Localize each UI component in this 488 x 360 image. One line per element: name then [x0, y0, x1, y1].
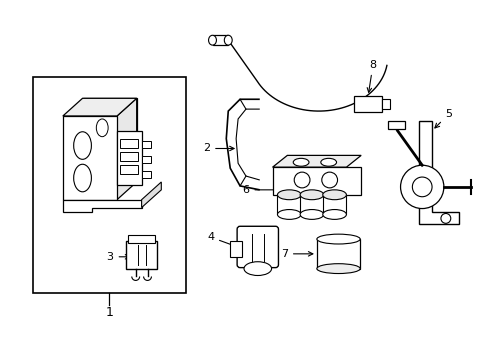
Ellipse shape — [74, 164, 91, 192]
Text: 8: 8 — [366, 60, 376, 93]
Polygon shape — [63, 116, 117, 200]
Circle shape — [294, 172, 309, 188]
Circle shape — [440, 213, 450, 223]
Bar — [127, 235, 155, 243]
Text: 6: 6 — [242, 185, 278, 195]
Text: 5: 5 — [434, 109, 451, 128]
Ellipse shape — [322, 210, 346, 219]
Circle shape — [321, 172, 337, 188]
Bar — [142, 141, 151, 148]
Ellipse shape — [293, 158, 308, 166]
Bar — [300, 195, 323, 215]
Bar — [33, 77, 185, 293]
Ellipse shape — [277, 210, 301, 219]
Bar — [230, 241, 242, 257]
Ellipse shape — [300, 210, 323, 219]
Bar — [142, 156, 151, 163]
Ellipse shape — [300, 190, 323, 200]
Ellipse shape — [316, 234, 360, 244]
Polygon shape — [142, 182, 161, 208]
Circle shape — [411, 177, 431, 197]
Text: 7: 7 — [280, 249, 312, 259]
Text: 4: 4 — [206, 232, 239, 248]
Bar — [387, 121, 405, 129]
Polygon shape — [82, 98, 137, 182]
Ellipse shape — [320, 158, 336, 166]
Polygon shape — [63, 98, 137, 116]
Bar — [277, 195, 301, 215]
Bar — [120, 139, 138, 148]
Polygon shape — [272, 156, 361, 167]
Ellipse shape — [96, 119, 108, 137]
Bar — [316, 239, 360, 269]
Circle shape — [400, 165, 443, 208]
Polygon shape — [117, 98, 137, 200]
Bar — [322, 195, 346, 215]
Ellipse shape — [208, 35, 216, 45]
Bar — [381, 99, 389, 109]
Ellipse shape — [244, 262, 271, 275]
Polygon shape — [63, 200, 142, 212]
Bar — [125, 241, 157, 269]
Text: 1: 1 — [105, 306, 113, 319]
Ellipse shape — [322, 190, 346, 200]
Bar — [212, 35, 228, 45]
Bar — [353, 96, 381, 112]
Text: 2: 2 — [203, 144, 234, 153]
Polygon shape — [418, 121, 458, 224]
Text: 3: 3 — [106, 252, 129, 262]
Bar — [272, 167, 361, 195]
Ellipse shape — [74, 132, 91, 159]
Ellipse shape — [224, 35, 232, 45]
FancyBboxPatch shape — [237, 226, 278, 267]
Ellipse shape — [277, 190, 301, 200]
Ellipse shape — [316, 264, 360, 274]
Bar — [120, 165, 138, 174]
Bar — [142, 171, 151, 178]
Polygon shape — [117, 131, 142, 185]
Bar — [120, 152, 138, 161]
